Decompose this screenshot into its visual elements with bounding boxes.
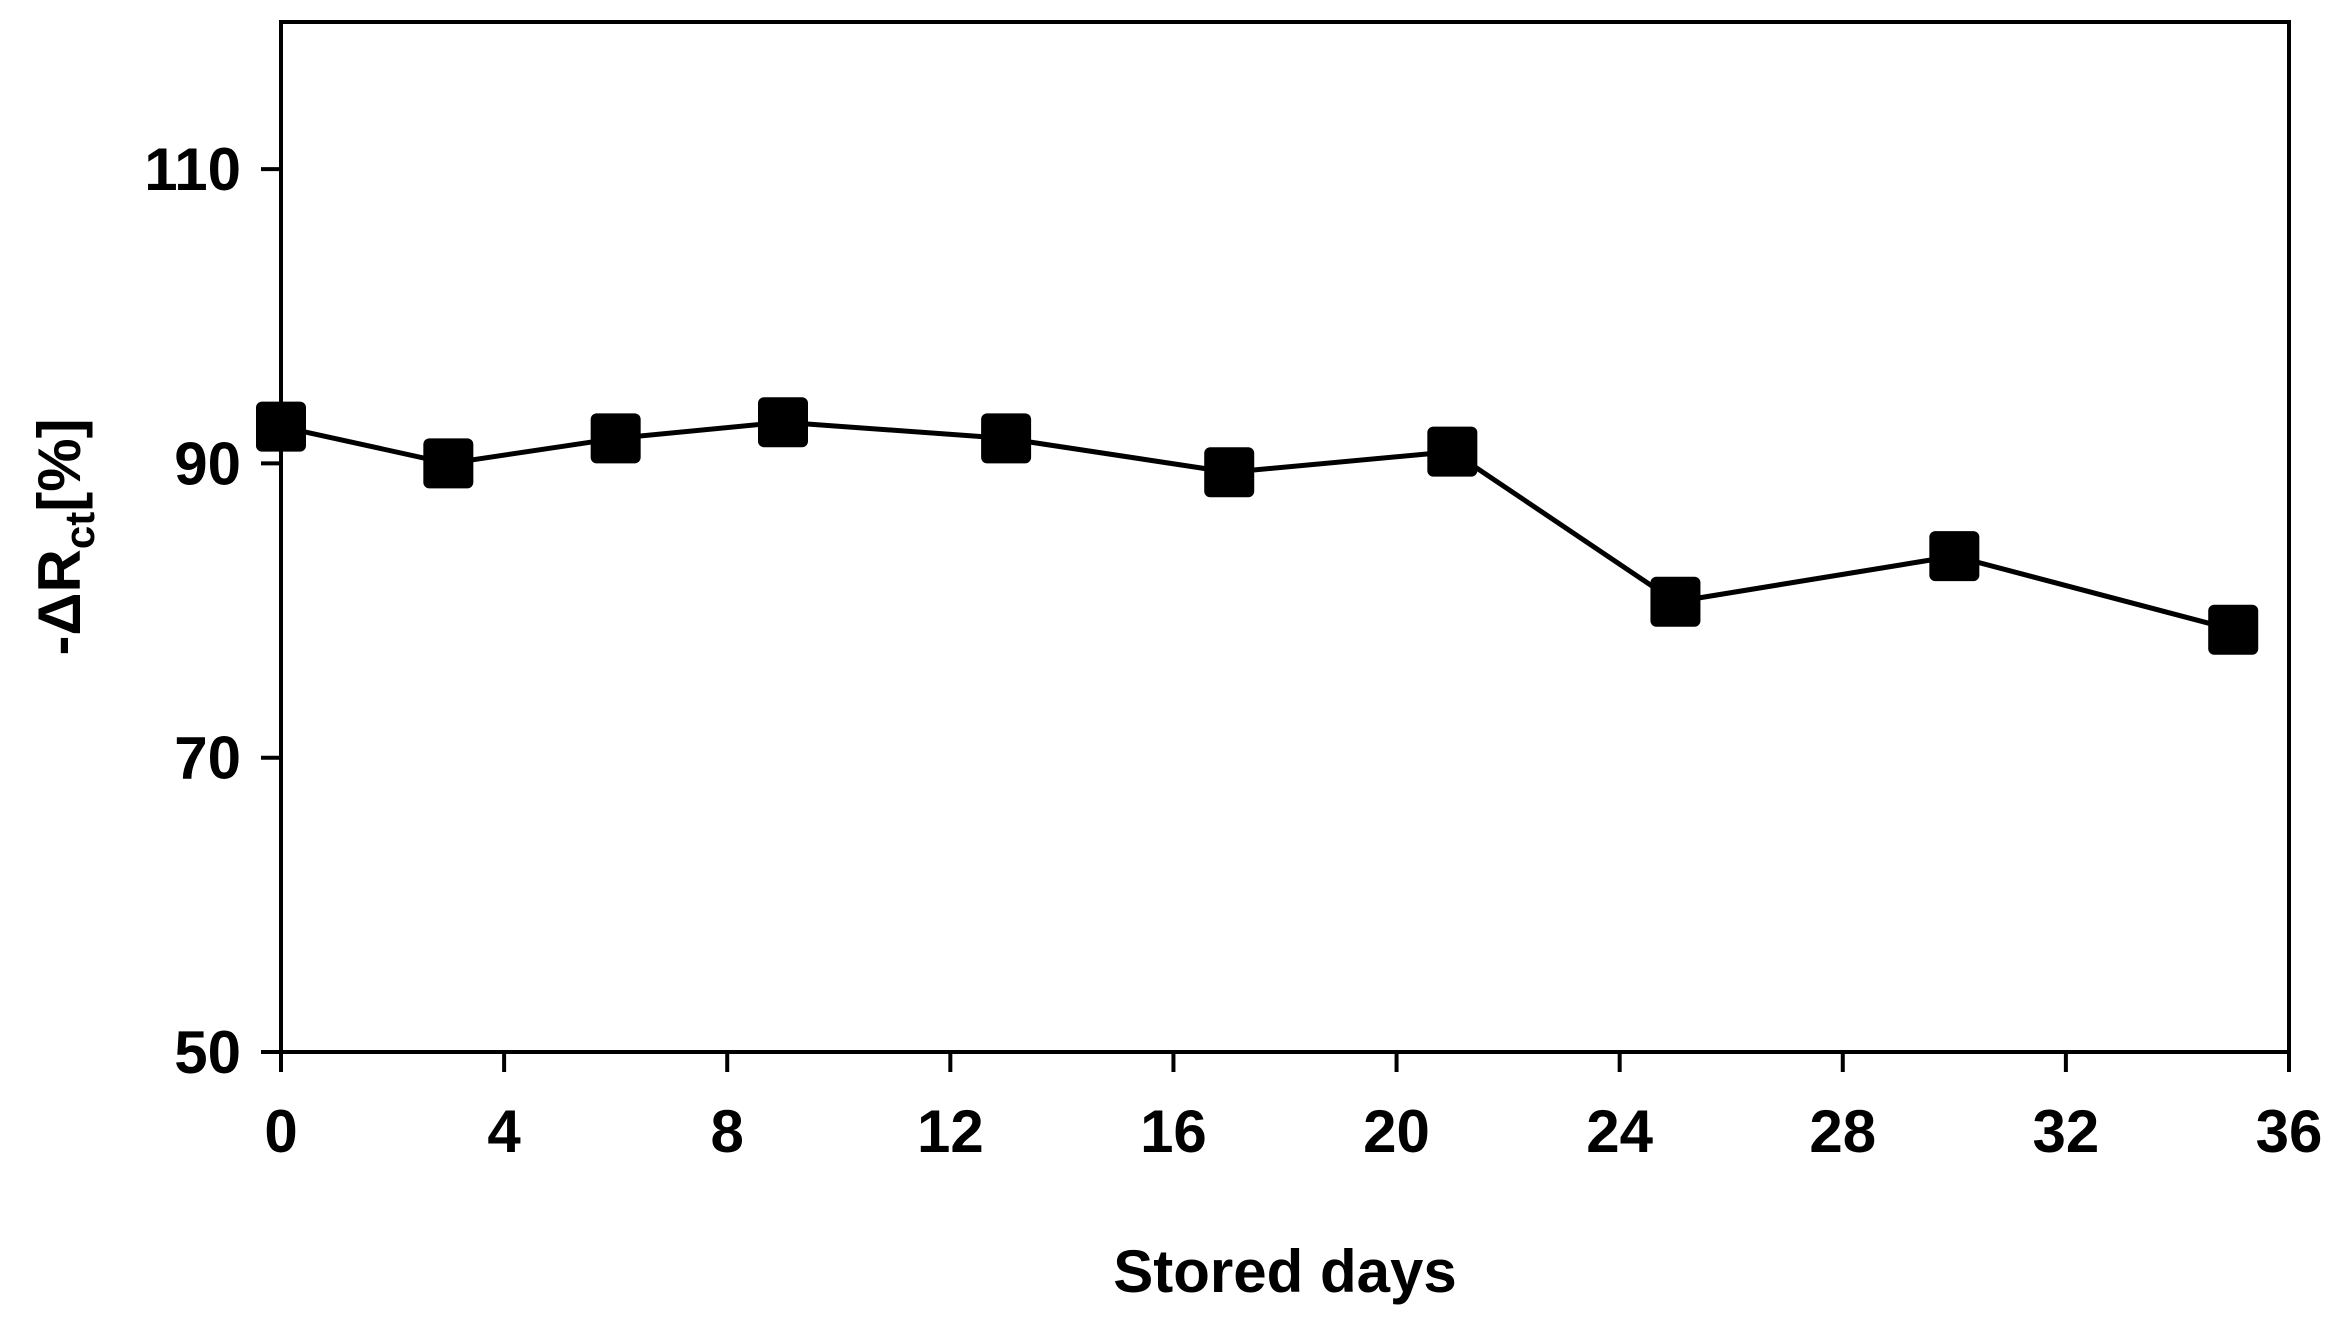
data-point-marker xyxy=(256,401,306,452)
ticks-layer: 0 4 8 12 16 20 24 28 32 36 50 70 90 110 xyxy=(144,136,2322,1165)
data-point-marker xyxy=(590,413,641,464)
data-point-marker xyxy=(2208,604,2259,655)
x-tick-label: 16 xyxy=(1140,1098,1207,1165)
x-tick-label: 32 xyxy=(2033,1098,2100,1165)
x-tick-label: 20 xyxy=(1363,1098,1430,1165)
y-axis-title: -ΔRct[%] xyxy=(26,418,103,655)
x-tick-label: 36 xyxy=(2256,1098,2323,1165)
y-tick-label: 110 xyxy=(144,136,241,203)
y-tick-label: 90 xyxy=(174,430,241,497)
data-point-marker xyxy=(423,438,474,489)
axes-layer xyxy=(279,20,2291,1054)
data-point-marker xyxy=(758,397,808,448)
data-point-marker xyxy=(1929,531,1980,582)
y-tick-label: 50 xyxy=(174,1019,241,1086)
series-line xyxy=(280,419,2234,633)
x-tick-label: 28 xyxy=(1809,1098,1876,1165)
x-tick-label: 0 xyxy=(264,1098,297,1165)
data-point-marker xyxy=(1427,426,1478,477)
series-layer xyxy=(256,397,2259,655)
x-tick-label: 8 xyxy=(711,1098,744,1165)
y-axis-title-main: -ΔR xyxy=(26,549,93,655)
y-tick-label: 70 xyxy=(174,725,241,792)
y-axis-title-suffix: [%] xyxy=(26,418,93,511)
data-point-marker xyxy=(981,413,1032,464)
x-tick-label: 12 xyxy=(917,1098,984,1165)
data-point-marker xyxy=(1204,447,1255,498)
labels-layer: Stored days -ΔRct[%] xyxy=(26,418,1457,1305)
x-tick-label: 4 xyxy=(487,1098,521,1165)
plot-area-frame xyxy=(279,20,2291,1054)
data-point-marker xyxy=(1650,576,1701,627)
x-axis-title: Stored days xyxy=(1113,1238,1456,1305)
x-tick-label: 24 xyxy=(1586,1098,1653,1165)
y-axis-title-subscript: ct xyxy=(56,512,103,549)
